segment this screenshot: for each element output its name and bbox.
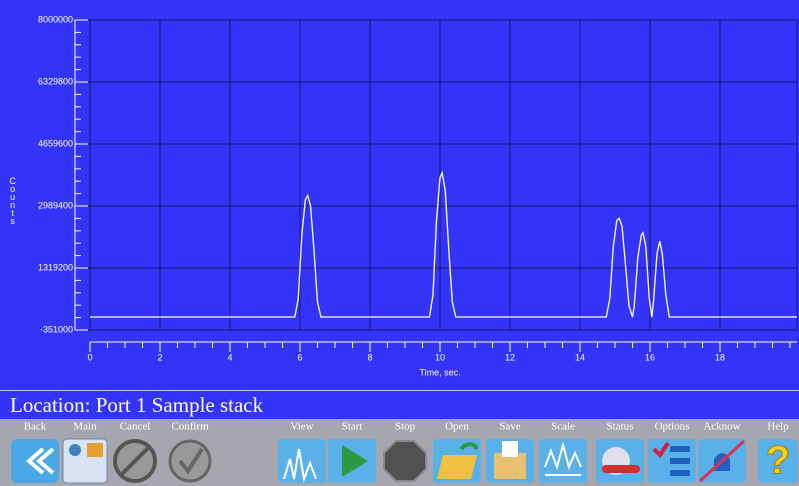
toolbar-button[interactable]: Acknow	[698, 421, 746, 483]
toolbar-button[interactable]: Stop	[383, 421, 427, 482]
icon	[544, 441, 582, 476]
icon	[602, 465, 640, 473]
icon	[670, 470, 690, 476]
x-tick-label: 8	[367, 352, 372, 362]
x-tick-label: 10	[435, 352, 445, 362]
icon	[383, 440, 427, 482]
icon	[25, 447, 55, 475]
icon	[69, 444, 81, 456]
toolbar-button[interactable]: Save	[486, 421, 534, 483]
button-label: Open	[445, 421, 469, 433]
icon	[670, 446, 690, 452]
icon	[87, 443, 103, 457]
toolbar-button[interactable]: ? Help	[758, 421, 798, 483]
y-tick-label: 8000000	[38, 14, 73, 24]
toolbar: Back Main Cancel Confirm View Start Stop Open Sa…	[0, 419, 799, 486]
button-label: Scale	[551, 421, 575, 433]
x-tick-label: 14	[575, 352, 585, 362]
x-tick-label: 0	[87, 352, 92, 362]
icon: ?	[766, 439, 790, 483]
icon	[494, 453, 526, 479]
icon	[11, 439, 59, 483]
data-line	[90, 170, 797, 318]
icon	[342, 445, 368, 477]
button-label: Cancel	[120, 421, 151, 433]
toolbar-button[interactable]: View	[278, 421, 326, 483]
toolbar-button[interactable]: Back	[11, 421, 59, 483]
x-tick-label: 12	[505, 352, 515, 362]
x-tick-label: 18	[715, 352, 725, 362]
y-tick-label: 1319200	[38, 262, 73, 272]
icon	[120, 446, 150, 476]
chart: Counts Time, sec. -351000 1319200 2989400 4…	[0, 0, 799, 390]
button-label: View	[290, 421, 313, 433]
toolbar-button[interactable]: Open	[433, 421, 481, 483]
toolbar-button[interactable]: Cancel	[113, 421, 157, 483]
button-label: Stop	[395, 421, 416, 433]
y-tick-label: 6329800	[38, 76, 73, 86]
button-label: Help	[767, 421, 789, 433]
y-tick-label: 2989400	[38, 200, 73, 210]
button-label: Back	[24, 421, 47, 433]
location-text: Location: Port 1 Sample stack	[10, 393, 264, 417]
button-label: Save	[499, 421, 521, 433]
x-axis-label: Time, sec.	[419, 367, 460, 377]
toolbar-button[interactable]: Confirm	[168, 421, 212, 483]
x-tick-label: 2	[157, 352, 162, 362]
button-label: Start	[342, 421, 363, 433]
chart-bg	[0, 0, 799, 390]
plot-frame	[89, 19, 798, 331]
toolbar-button[interactable]: Status	[596, 421, 644, 483]
x-tick-label: 16	[645, 352, 655, 362]
button-label: Main	[73, 421, 97, 433]
icon	[758, 439, 798, 483]
icon	[168, 439, 212, 483]
y-tick-label: 4659600	[38, 138, 73, 148]
icon	[502, 441, 518, 457]
icon	[283, 448, 317, 483]
icon	[178, 447, 204, 475]
icon	[698, 439, 746, 483]
button-label: Acknow	[703, 421, 740, 433]
toolbar-button[interactable]: Start	[328, 421, 376, 483]
icon	[459, 442, 479, 451]
icon	[437, 455, 477, 479]
y-axis-label: Counts	[8, 176, 18, 224]
button-label: Options	[655, 421, 690, 433]
button-label: Status	[607, 421, 634, 433]
icon	[670, 458, 690, 464]
toolbar-button[interactable]: Options	[648, 421, 696, 483]
status-bar: Location: Port 1 Sample stack	[0, 390, 799, 419]
y-tick-label: -351000	[40, 324, 73, 334]
button-label: Confirm	[171, 421, 209, 433]
x-tick-label: 4	[227, 352, 232, 362]
toolbar-button[interactable]: Scale	[539, 421, 587, 483]
icon	[652, 441, 670, 459]
toolbar-button[interactable]: Main	[62, 421, 108, 484]
x-tick-label: 6	[297, 352, 302, 362]
